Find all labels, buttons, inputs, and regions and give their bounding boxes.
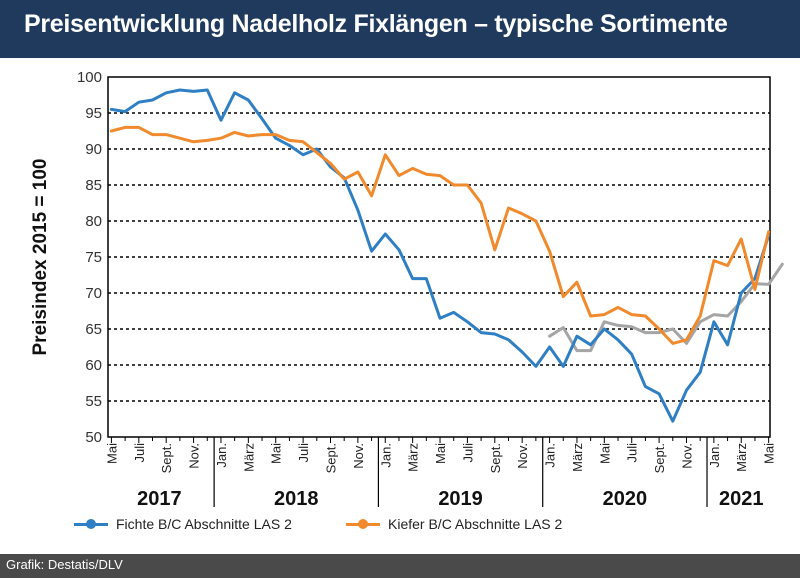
y-tick-label: 80 (85, 213, 102, 230)
y-tick-label: 65 (85, 321, 102, 338)
x-tick-label: Juli (132, 443, 147, 463)
series-line (548, 262, 784, 353)
year-label: 2017 (137, 488, 182, 510)
y-tick-label: 60 (85, 357, 102, 374)
x-tick-label: Mai (269, 443, 284, 464)
y-tick-label: 85 (85, 177, 102, 194)
y-tick-label: 95 (85, 105, 102, 122)
legend-item-fichte: Fichte B/C Abschnitte LAS 2 (74, 516, 292, 532)
y-tick-label: 75 (85, 249, 102, 266)
y-tick-label: 55 (85, 393, 102, 410)
x-tick-label: Juli (296, 443, 311, 463)
x-tick-label: März (406, 443, 421, 472)
footer-bar: Grafik: Destatis/DLV (0, 554, 800, 578)
x-tick-label: März (734, 443, 749, 472)
y-axis-label: Preisindex 2015 = 100 (30, 158, 51, 355)
x-tick-label: Mai (762, 443, 777, 464)
legend-label-fichte: Fichte B/C Abschnitte LAS 2 (116, 516, 292, 532)
x-tick-label: Sept. (323, 443, 338, 473)
y-tick-label: 50 (85, 429, 102, 446)
x-tick-label: Nov. (679, 443, 694, 469)
x-tick-label: Mai (597, 443, 612, 464)
chart-svg: 50 55 60 65 70 75 80 85 90 95 100 Preisindex 2015 =… (30, 69, 784, 510)
year-label: 2018 (274, 488, 319, 510)
x-tick-label: Jan. (707, 443, 722, 468)
y-tick-label: 100 (77, 69, 102, 86)
x-tick-label: März (241, 443, 256, 472)
legend-label-kiefer: Kiefer B/C Abschnitte LAS 2 (388, 516, 563, 532)
x-tick-label: Sept. (652, 443, 667, 473)
x-tick-label: Mai (104, 443, 119, 464)
series-line (109, 88, 771, 423)
x-tick-label: Juli (625, 443, 640, 463)
x-tick-label: Nov. (515, 443, 530, 469)
source-credit: Grafik: Destatis/DLV (6, 557, 123, 572)
x-tick-label: Nov. (351, 443, 366, 469)
x-tick-label: Jan. (543, 443, 558, 468)
year-label: 2019 (438, 488, 483, 510)
legend-swatch-fichte (74, 518, 108, 530)
x-tick-label: Nov. (187, 443, 202, 469)
year-label: 2021 (719, 488, 764, 510)
series-line (109, 125, 771, 345)
plot-frame (107, 76, 771, 438)
x-tick-label: Mai (433, 443, 448, 464)
chart-title: Preisentwicklung Nadelholz Fixlängen – t… (24, 10, 728, 38)
x-tick-label: Juli (460, 443, 475, 463)
x-tick-label: Jan. (378, 443, 393, 468)
x-tick-label: Sept. (159, 443, 174, 473)
x-tick-label: Sept. (488, 443, 503, 473)
legend-item-kiefer: Kiefer B/C Abschnitte LAS 2 (346, 516, 562, 532)
x-tick-label: März (570, 443, 585, 472)
title-bar: Preisentwicklung Nadelholz Fixlängen – t… (0, 0, 800, 58)
x-tick-label: Jan. (214, 443, 229, 468)
legend-swatch-kiefer (346, 518, 380, 530)
y-tick-label: 70 (85, 285, 102, 302)
y-tick-label: 90 (85, 141, 102, 158)
year-label: 2020 (603, 488, 648, 510)
